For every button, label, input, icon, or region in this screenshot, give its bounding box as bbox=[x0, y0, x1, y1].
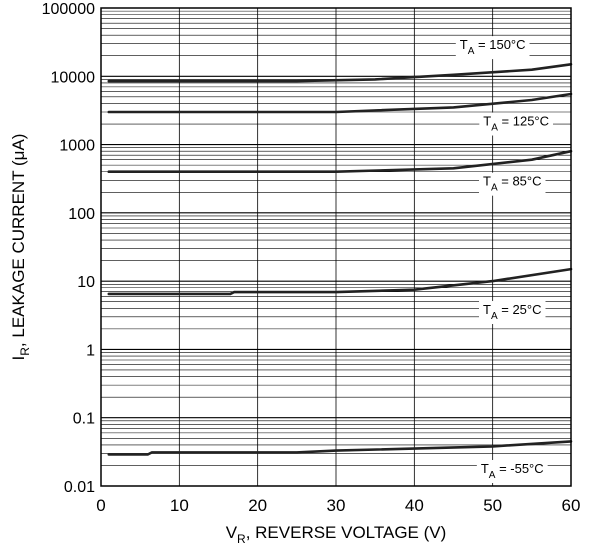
series-label-subscript: A bbox=[489, 470, 496, 481]
x-tick-label: 10 bbox=[170, 496, 189, 515]
series-label-rest: = 25°C bbox=[498, 302, 542, 317]
series-label-background bbox=[476, 460, 548, 484]
y-axis-title-rest: , LEAKAGE CURRENT (μA) bbox=[9, 134, 28, 348]
y-axis-title: IR, LEAKAGE CURRENT (μA) bbox=[9, 134, 32, 361]
x-tick-label: 0 bbox=[96, 496, 105, 515]
y-axis-title-subscript: R bbox=[18, 347, 32, 356]
series-label-rest: = 150°C bbox=[474, 37, 525, 52]
grid bbox=[101, 8, 571, 486]
series-label-subscript: A bbox=[491, 183, 498, 194]
series-label-background bbox=[479, 172, 546, 196]
series-line bbox=[107, 63, 573, 83]
x-tick-label: 40 bbox=[405, 496, 424, 515]
series-label: TA = 85°C bbox=[483, 174, 542, 194]
series-label: TA = 125°C bbox=[483, 114, 549, 134]
series-label-background bbox=[455, 36, 530, 60]
series-label: TA = 25°C bbox=[483, 302, 542, 322]
plot-frame bbox=[100, 7, 572, 487]
y-tick-label: 10000 bbox=[51, 69, 96, 86]
x-tick-label: 60 bbox=[562, 496, 581, 515]
series-label-rest: = -55°C bbox=[495, 461, 543, 476]
x-axis-title-symbol: V bbox=[226, 523, 238, 542]
series-label-rest: = 125°C bbox=[498, 114, 549, 129]
y-tick-label: 0.01 bbox=[64, 479, 95, 496]
series-line bbox=[107, 440, 573, 456]
x-tick-label: 30 bbox=[327, 496, 346, 515]
series-label-rest: = 85°C bbox=[498, 174, 542, 189]
series-label-background bbox=[479, 112, 554, 136]
y-axis-title-symbol: I bbox=[9, 356, 28, 361]
series-line bbox=[107, 267, 573, 296]
series-label-symbol: T bbox=[483, 114, 491, 129]
series-label-symbol: T bbox=[483, 302, 491, 317]
x-axis-title-rest: , REVERSE VOLTAGE (V) bbox=[246, 523, 447, 542]
series-label-background bbox=[479, 301, 546, 325]
series-lines bbox=[107, 63, 573, 456]
y-tick-label: 0.1 bbox=[73, 411, 95, 428]
y-tick-label: 100000 bbox=[42, 1, 95, 18]
axis-titles: VR, REVERSE VOLTAGE (V)IR, LEAKAGE CURRE… bbox=[9, 134, 446, 546]
x-axis-title: VR, REVERSE VOLTAGE (V) bbox=[226, 523, 447, 546]
series-labels: TA = 150°CTA = 125°CTA = 85°CTA = 25°CTA… bbox=[455, 36, 554, 484]
series-label: TA = -55°C bbox=[481, 461, 544, 481]
series-line bbox=[107, 149, 573, 173]
y-tick-label: 100 bbox=[68, 206, 95, 223]
y-tick-label: 1 bbox=[86, 342, 95, 359]
tick-labels: 0 10 20 30 40 50 60 0.01 0.1 1 10 100 1000 10000 10000… bbox=[42, 1, 581, 515]
y-tick-label: 10 bbox=[77, 274, 95, 291]
series-label: TA = 150°C bbox=[460, 37, 526, 57]
x-axis-title-subscript: R bbox=[237, 532, 246, 546]
series-label-symbol: T bbox=[481, 461, 489, 476]
series-label-subscript: A bbox=[491, 311, 498, 322]
series-label-symbol: T bbox=[460, 37, 468, 52]
y-tick-label: 1000 bbox=[59, 138, 95, 155]
series-line bbox=[107, 92, 573, 114]
series-label-symbol: T bbox=[483, 174, 491, 189]
x-tick-label: 20 bbox=[248, 496, 267, 515]
x-tick-label: 50 bbox=[483, 496, 502, 515]
series-label-subscript: A bbox=[491, 123, 498, 134]
series-label-subscript: A bbox=[468, 46, 475, 57]
